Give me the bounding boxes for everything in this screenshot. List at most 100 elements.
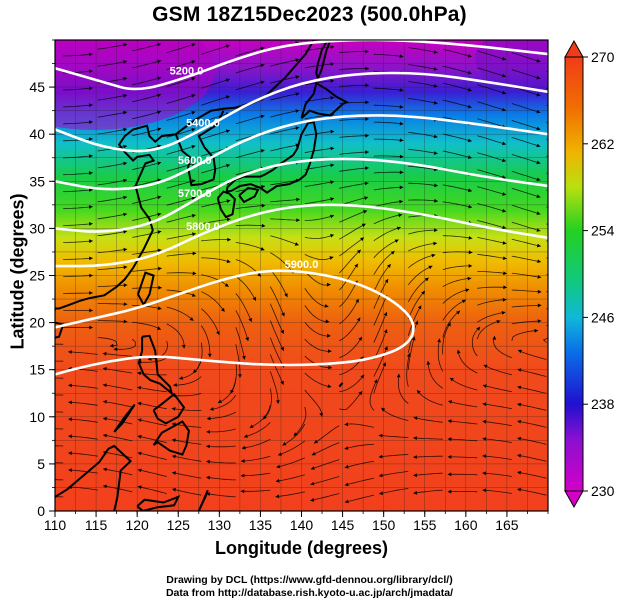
streamline (102, 384, 133, 391)
streamline (477, 186, 507, 196)
streamline-arrow (261, 184, 265, 189)
streamline (269, 371, 279, 404)
streamline (137, 452, 167, 460)
streamline-arrow (536, 143, 541, 148)
streamline (304, 80, 335, 86)
streamline (407, 290, 426, 319)
streamline (55, 462, 64, 464)
streamline-arrow (242, 355, 246, 360)
streamline-arrow (447, 455, 452, 459)
streamline (201, 274, 229, 288)
streamline-arrow (502, 225, 507, 230)
streamline (373, 263, 392, 292)
streamline-arrow (206, 492, 211, 496)
streamline-arrow (324, 304, 329, 308)
streamline (344, 460, 374, 469)
streamline (339, 374, 365, 393)
streamline (339, 182, 369, 189)
streamline (339, 135, 369, 138)
streamline-arrow (225, 129, 230, 134)
streamline-arrow (89, 291, 93, 295)
streamline-arrow (172, 438, 176, 443)
streamline-arrow (330, 45, 335, 49)
streamline-arrow (413, 416, 418, 420)
streamline-arrow (157, 110, 162, 115)
streamline (103, 434, 133, 442)
streamline-arrow (330, 79, 335, 83)
streamline-arrow (226, 199, 231, 204)
streamline (200, 325, 211, 358)
streamline (63, 275, 93, 277)
streamline (269, 303, 284, 334)
streamline (344, 443, 374, 450)
streamline (201, 95, 230, 106)
streamline (201, 239, 231, 242)
streamline (269, 354, 284, 385)
streamline (517, 437, 547, 445)
colorbar-tick-label: 270 (591, 49, 615, 65)
streamline (344, 423, 374, 428)
streamline-arrow (123, 195, 127, 200)
streamline (373, 250, 395, 275)
streamline-arrow (536, 243, 541, 248)
streamline-arrow (384, 346, 388, 351)
streamline-arrow (260, 80, 265, 85)
streamline-arrow (431, 253, 436, 258)
streamline-arrow (230, 389, 234, 394)
streamline-arrow (157, 306, 162, 311)
streamline-arrow (157, 230, 162, 234)
streamline (97, 337, 118, 347)
streamline-arrow (192, 232, 196, 237)
streamline (517, 420, 547, 428)
streamline-arrow (433, 67, 438, 71)
streamline-arrow (476, 326, 481, 331)
streamline (517, 471, 547, 479)
streamline (304, 63, 335, 69)
streamline (447, 438, 478, 442)
streamline-arrow (123, 127, 127, 132)
streamline (68, 351, 98, 355)
streamline (449, 377, 478, 391)
streamline (457, 349, 478, 374)
streamline-arrow (365, 133, 369, 138)
streamline (408, 148, 438, 154)
streamline-arrow (113, 347, 118, 352)
streamline-arrow (103, 400, 107, 404)
streamline-arrow (210, 407, 214, 411)
streamline-arrow (240, 489, 245, 494)
streamline-arrow (450, 377, 454, 382)
streamline-arrow (358, 391, 363, 396)
streamline (235, 205, 266, 209)
streamline (378, 435, 409, 438)
streamline-arrow (216, 331, 220, 335)
streamline-arrow (207, 416, 211, 421)
streamline-arrow (378, 433, 383, 438)
streamline (373, 239, 399, 259)
streamline-arrow (378, 454, 383, 459)
streamline (413, 455, 443, 458)
colorbar-top-arrow (564, 39, 584, 58)
streamline-arrow (536, 92, 541, 97)
y-tick-label: 45 (29, 79, 45, 95)
streamline (275, 474, 305, 482)
streamline (97, 230, 128, 237)
coastline-japan-honshu (225, 120, 318, 194)
streamline-arrow (413, 490, 418, 495)
x-axis-label: Longitude (degrees) (214, 538, 388, 558)
streamline-arrow (434, 198, 438, 203)
streamline (206, 411, 236, 420)
streamline-arrow (296, 218, 300, 222)
streamline-arrow (536, 109, 541, 114)
streamline (517, 386, 547, 394)
streamline-arrow (319, 412, 323, 417)
streamline (132, 60, 162, 69)
streamline (442, 310, 461, 338)
streamline-arrow (123, 230, 127, 234)
x-tick-label: 125 (167, 517, 191, 533)
streamline (137, 386, 167, 393)
streamline (132, 287, 162, 289)
streamline (166, 111, 196, 121)
streamline-arrow (447, 472, 452, 477)
streamline-arrow (191, 77, 196, 81)
streamline-arrow (467, 155, 472, 159)
